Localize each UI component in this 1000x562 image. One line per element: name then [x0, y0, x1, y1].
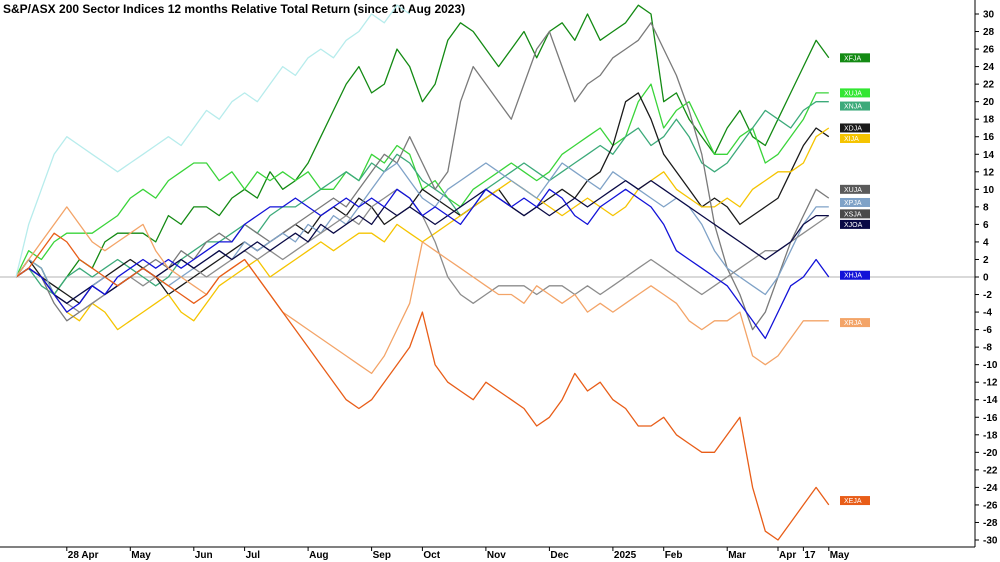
x-tick-label: 2025: [614, 550, 637, 561]
end-tag-box: [840, 88, 870, 98]
end-tag-label: XHJA: [844, 273, 862, 280]
y-tick-label: -8: [983, 343, 992, 354]
series-line-xrja: [15, 206, 829, 375]
y-tick-label: -12: [983, 378, 998, 389]
end-tag-label: XJOA: [844, 222, 863, 229]
y-tick-label: -10: [983, 360, 998, 371]
y-tick-label: -4: [983, 308, 992, 319]
end-tag-label: XIJA: [844, 136, 859, 143]
end-tag-box: [840, 496, 870, 506]
end-tag-xsja: XSJA: [840, 209, 870, 219]
end-tag-box: [840, 270, 870, 280]
axes: [0, 0, 976, 548]
x-tick-label: Apr: [779, 550, 796, 561]
end-tag-label: XDJA: [844, 125, 862, 132]
x-tick-label: 28 Apr: [68, 550, 99, 561]
y-tick-label: -2: [983, 290, 992, 301]
y-tick-label: -22: [983, 465, 998, 476]
x-tick-label: May: [131, 550, 151, 561]
x-tick-label: Mar: [728, 550, 746, 561]
end-tag-xjoa: XJOA: [840, 219, 870, 229]
chart-title: S&P/ASX 200 Sector Indices 12 months Rel…: [3, 2, 465, 16]
series-line-xuj: [15, 22, 830, 331]
y-tick-label: 26: [983, 45, 995, 56]
end-tag-box: [840, 101, 870, 111]
y-tick-label: 30: [983, 10, 995, 21]
end-tag-box: [840, 53, 870, 63]
end-tag-xpja: XPJA: [840, 197, 870, 207]
y-tick-label: 18: [983, 115, 995, 126]
x-tick-label: Sep: [373, 550, 391, 561]
end-tag-box: [840, 184, 870, 194]
end-tag-label: XUJA: [844, 187, 862, 194]
end-tag-xrja: XRJA: [840, 318, 870, 328]
end-tag-xija: XIJA: [840, 133, 870, 143]
x-tick-label: 17: [804, 550, 816, 561]
x-tick-label: Dec: [550, 550, 569, 561]
end-tag-xeja: XEJA: [840, 496, 870, 506]
x-tick-label: May: [830, 550, 850, 561]
y-tick-label: 28: [983, 27, 995, 38]
end-tag-box: [840, 133, 870, 143]
end-tag-xuja: XUJA: [840, 184, 870, 194]
y-tick-label: 10: [983, 185, 995, 196]
end-tag-box: [840, 209, 870, 219]
x-tick-label: Aug: [309, 550, 328, 561]
end-tag-label: XEJA: [844, 498, 862, 505]
y-tick-label: -20: [983, 448, 998, 459]
y-tick-label: 6: [983, 220, 989, 231]
series-line-xeja: [15, 232, 830, 541]
y-tick-label: 22: [983, 80, 995, 91]
y-tick-label: -14: [983, 395, 998, 406]
end-tag-box: [840, 219, 870, 229]
y-tick-label: 12: [983, 167, 995, 178]
end-tag-xnja: XNJA: [840, 101, 870, 111]
series-lines: [15, 4, 830, 541]
end-tag-xuja: XUJA: [840, 88, 870, 98]
end-tag-box: [840, 318, 870, 328]
end-tag-label: XPJA: [844, 200, 862, 207]
y-tick-label: -24: [983, 483, 998, 494]
series-line-xtja: [15, 4, 411, 278]
x-axis-ticks: 28 Apr May Jun Jul Aug Sep Oct Nov Dec 2025 Feb Mar…: [66, 547, 850, 561]
end-tag-xfja: XFJA: [840, 53, 870, 63]
x-tick-label: Oct: [423, 550, 440, 561]
x-tick-label: Jun: [195, 550, 213, 561]
x-tick-label: Feb: [665, 550, 683, 561]
y-tick-label: 16: [983, 132, 995, 143]
y-tick-label: 8: [983, 202, 989, 213]
series-line-xhja: [15, 188, 830, 340]
series-line-xnja: [15, 101, 829, 296]
y-tick-label: 4: [983, 237, 989, 248]
y-tick-label: -18: [983, 430, 998, 441]
end-tag-label: XUJA: [844, 90, 862, 97]
end-tag-box: [840, 197, 870, 207]
y-tick-label: -28: [983, 518, 998, 529]
y-axis-ticks: 302826242220181614121086420-2-4-6-8-10-1…: [975, 10, 998, 547]
y-tick-label: -30: [983, 536, 998, 547]
y-tick-label: 0: [983, 273, 989, 284]
end-tag-box: [840, 123, 870, 133]
y-tick-label: -6: [983, 325, 992, 336]
end-tag-xdja: XDJA: [840, 123, 870, 133]
end-tag-label: XNJA: [844, 104, 862, 111]
end-tag-label: XRJA: [844, 320, 862, 327]
y-tick-label: 14: [983, 150, 995, 161]
x-tick-label: Jul: [246, 550, 261, 561]
y-tick-label: 20: [983, 97, 995, 108]
y-tick-label: 2: [983, 255, 989, 266]
y-tick-label: -26: [983, 500, 998, 511]
x-tick-label: Nov: [487, 550, 506, 561]
series-end-tags: XFJA XUJA XNJA XDJA XIJA XUJA XPJA XSJA XJOA XHJA…: [840, 53, 870, 506]
end-tag-xhja: XHJA: [840, 270, 870, 280]
y-tick-label: 24: [983, 62, 995, 73]
y-tick-label: -16: [983, 413, 998, 424]
end-tag-label: XSJA: [844, 211, 862, 218]
end-tag-label: XFJA: [844, 55, 861, 62]
